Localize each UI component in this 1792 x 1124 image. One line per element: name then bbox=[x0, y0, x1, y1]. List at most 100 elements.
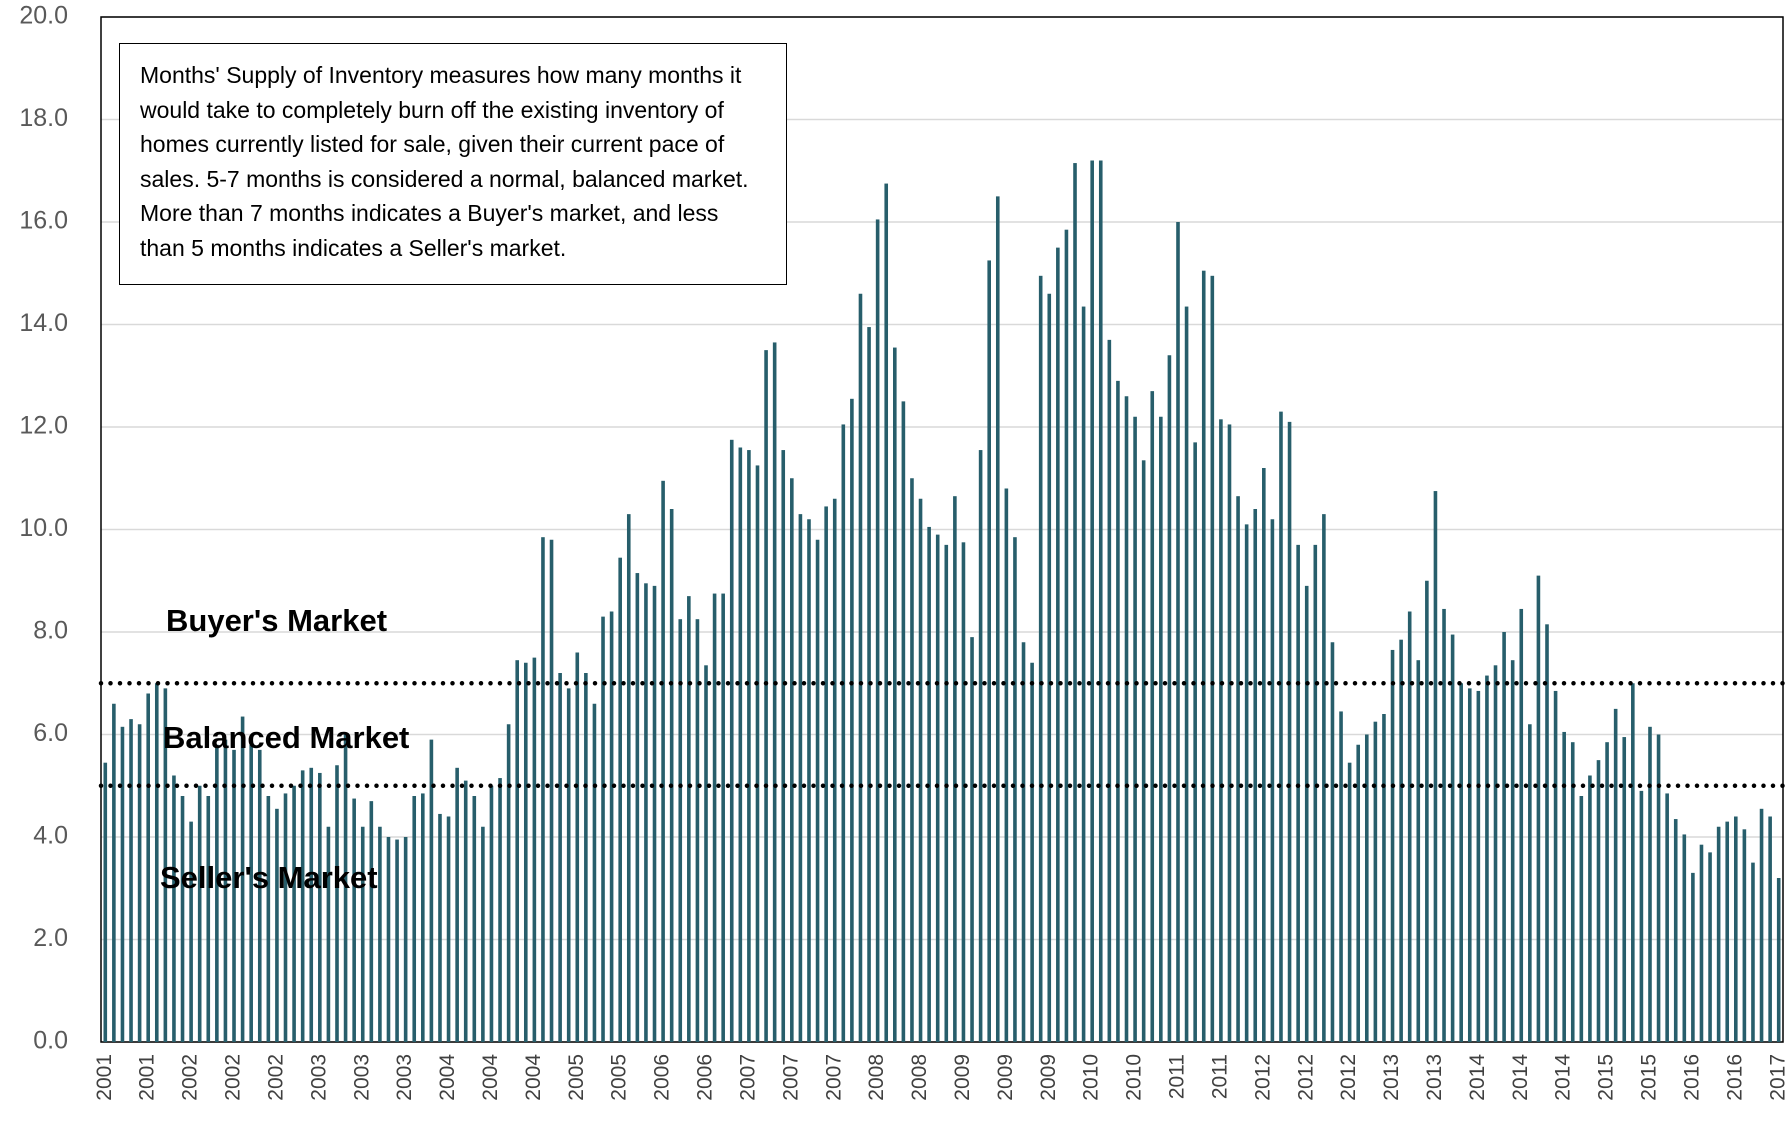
bar bbox=[532, 657, 537, 1042]
x-tick-label: 2012 bbox=[1294, 1054, 1317, 1101]
bar bbox=[1056, 247, 1060, 1042]
x-tick-label: 2010 bbox=[1080, 1054, 1103, 1101]
bar bbox=[481, 826, 485, 1042]
bar bbox=[1596, 760, 1601, 1042]
bar bbox=[1545, 624, 1549, 1042]
bar bbox=[781, 450, 786, 1042]
bar bbox=[275, 808, 279, 1042]
bar bbox=[429, 739, 434, 1042]
bar bbox=[309, 767, 314, 1042]
bar bbox=[421, 793, 425, 1042]
bar bbox=[1407, 611, 1412, 1042]
x-tick-label: 2009 bbox=[1037, 1054, 1060, 1101]
bar bbox=[1442, 608, 1446, 1042]
bar bbox=[1347, 762, 1352, 1042]
bar bbox=[575, 652, 580, 1042]
x-tick-label: 2006 bbox=[651, 1054, 674, 1101]
bar bbox=[1605, 742, 1609, 1042]
bar bbox=[378, 826, 382, 1042]
x-tick-label: 2007 bbox=[779, 1054, 802, 1101]
bar bbox=[824, 506, 828, 1042]
bar bbox=[1330, 642, 1335, 1042]
bar bbox=[541, 537, 545, 1042]
bar bbox=[609, 611, 614, 1042]
bar bbox=[120, 726, 125, 1042]
bar bbox=[103, 762, 108, 1042]
bar bbox=[223, 739, 228, 1042]
y-tick-label: 2.0 bbox=[33, 924, 68, 952]
bar bbox=[1510, 660, 1515, 1042]
bar bbox=[1279, 411, 1283, 1042]
x-tick-label: 2004 bbox=[522, 1054, 545, 1101]
bar bbox=[1141, 460, 1146, 1042]
bar bbox=[1296, 544, 1300, 1042]
bar bbox=[395, 839, 399, 1042]
x-tick-label: 2008 bbox=[908, 1054, 931, 1101]
bar bbox=[180, 796, 185, 1042]
y-tick-label: 18.0 bbox=[19, 104, 68, 132]
bar bbox=[832, 498, 837, 1042]
x-tick-label: 2001 bbox=[93, 1054, 116, 1101]
bar bbox=[1656, 734, 1661, 1042]
bar bbox=[566, 688, 571, 1042]
bar bbox=[1253, 509, 1258, 1042]
x-tick-label: 2009 bbox=[994, 1054, 1017, 1101]
bar bbox=[1038, 275, 1043, 1042]
x-tick-label: 2007 bbox=[736, 1054, 759, 1101]
bar bbox=[918, 498, 923, 1042]
bar bbox=[1485, 675, 1489, 1042]
bar bbox=[738, 447, 743, 1042]
bar bbox=[1639, 790, 1644, 1042]
labels: 0.0 2.0 4.0 6.0 8.0 10.0 12.0 14.0 16.0 18.0 20.0 2… bbox=[19, 2, 1789, 1101]
bar bbox=[1133, 416, 1137, 1042]
bar bbox=[412, 796, 417, 1042]
y-tick-label: 0.0 bbox=[33, 1027, 68, 1055]
bar bbox=[1631, 683, 1635, 1042]
x-tick-label: 2014 bbox=[1552, 1054, 1575, 1101]
y-tick-label: 8.0 bbox=[33, 617, 68, 645]
bar bbox=[961, 542, 966, 1042]
x-tick-label: 2015 bbox=[1595, 1054, 1618, 1101]
bar bbox=[463, 780, 468, 1042]
y-tick-label: 20.0 bbox=[19, 2, 68, 30]
bar bbox=[1622, 737, 1627, 1042]
bar bbox=[901, 401, 906, 1042]
bar bbox=[815, 539, 820, 1042]
bar bbox=[652, 585, 657, 1042]
bar bbox=[1751, 862, 1755, 1042]
zone-label: Buyer's Market bbox=[166, 603, 387, 638]
x-tick-label: 2003 bbox=[307, 1054, 330, 1101]
bar bbox=[1373, 721, 1378, 1042]
bar bbox=[335, 765, 339, 1042]
bar bbox=[1648, 726, 1652, 1042]
zone-label: Balanced Market bbox=[163, 720, 409, 755]
bar bbox=[146, 693, 150, 1042]
x-tick-label: 2017 bbox=[1766, 1054, 1789, 1101]
bar bbox=[1390, 649, 1395, 1042]
bar bbox=[1210, 275, 1215, 1042]
bar bbox=[506, 724, 511, 1042]
bar bbox=[1339, 711, 1343, 1042]
x-tick-label: 2013 bbox=[1423, 1054, 1446, 1101]
bar bbox=[1708, 852, 1712, 1042]
y-tick-label: 14.0 bbox=[19, 309, 68, 337]
bar bbox=[1013, 537, 1017, 1042]
bar bbox=[326, 826, 331, 1042]
bar bbox=[1081, 306, 1086, 1042]
bar bbox=[584, 673, 588, 1042]
bar bbox=[352, 798, 356, 1042]
x-tick-label: 2002 bbox=[179, 1054, 202, 1101]
x-tick-label: 2004 bbox=[436, 1054, 459, 1101]
bar bbox=[446, 816, 451, 1042]
bar bbox=[1030, 662, 1034, 1042]
bar bbox=[729, 439, 734, 1042]
bar bbox=[1562, 731, 1566, 1042]
bar bbox=[772, 342, 777, 1042]
bar bbox=[558, 673, 562, 1042]
bar bbox=[232, 749, 236, 1042]
bar bbox=[1184, 306, 1189, 1042]
bar bbox=[515, 660, 520, 1042]
bar bbox=[283, 793, 288, 1042]
bar bbox=[1425, 580, 1429, 1042]
